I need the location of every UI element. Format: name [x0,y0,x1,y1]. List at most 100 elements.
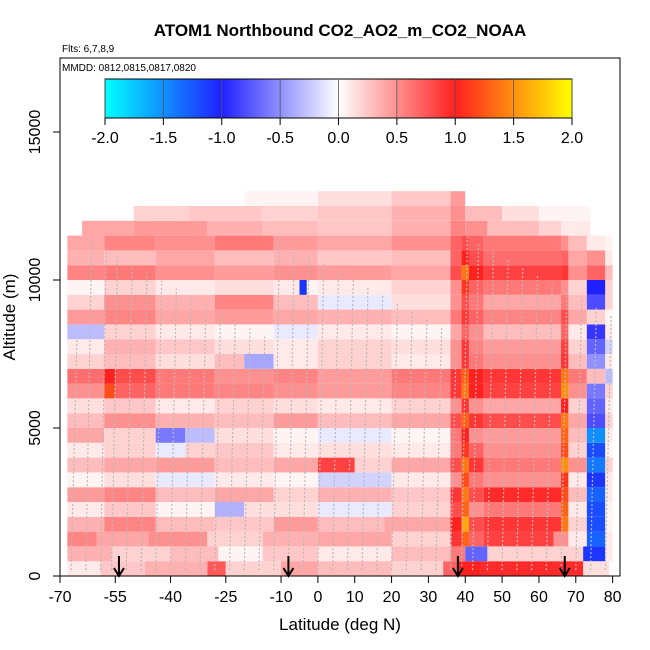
colorbar-tick-label: 1.0 [444,130,466,147]
heat-cell [104,265,156,280]
heat-cell [104,309,156,325]
heat-cell [468,472,484,488]
heat-cell [391,561,444,576]
heat-cell [104,516,156,532]
heat-cell [561,442,569,458]
heat-cell [568,472,587,488]
heat-cell [605,442,613,458]
heat-cell [465,220,488,236]
heat-cell [273,280,300,295]
colorbar-tick-label: 0.0 [327,130,349,147]
heat-cell [273,235,318,251]
heat-cell [561,250,569,266]
heat-cell [461,487,469,502]
heat-cell [317,531,392,547]
heat-cell [391,354,451,369]
heat-cell [450,502,462,517]
flight-track [472,243,480,571]
x-tick-label: 20 [383,589,401,606]
heat-cell [214,339,274,354]
heat-cell [391,457,451,473]
heat-cell [605,324,613,340]
heat-cell [586,516,606,532]
x-tick-label: 10 [346,589,364,606]
heat-cell [115,368,156,384]
heat-cell [155,265,215,280]
heat-cell [354,457,392,473]
heat-cell [317,206,392,221]
heat-cell [605,309,613,325]
heat-cell [317,516,385,532]
heat-cell [450,250,462,266]
flight-track [361,285,369,571]
heat-cell [67,235,105,251]
heat-cell [133,220,208,236]
flight-track [184,296,192,571]
heat-cell [586,265,606,280]
heat-cell [317,220,392,236]
heat-cell [67,413,105,428]
heat-cell [450,265,462,280]
heat-cell [214,368,274,384]
heat-cell [468,280,484,295]
heat-cell [461,516,469,532]
heat-cell [273,294,318,310]
heat-cell [391,487,451,502]
heat-cell [391,250,451,266]
colorbar-tick-label: -2.0 [91,130,119,147]
heat-cell [450,487,462,502]
y-axis-label: Altitude (m) [0,274,19,361]
heat-cell [483,354,562,369]
flight-track [155,280,163,571]
flight-track [99,248,107,571]
heat-cell [67,280,105,295]
flight-track [228,320,236,571]
heat-cell [155,383,215,399]
heat-cell [461,428,469,443]
heat-cell [586,250,606,266]
heat-cell [214,457,274,473]
heat-cell [605,265,613,280]
heat-cell [155,235,215,251]
heat-cell [586,235,606,251]
heat-cell [561,324,569,340]
heat-cell [67,324,105,340]
heat-cell [67,398,105,414]
heat-cell [391,442,451,458]
heat-cell [561,502,569,517]
heat-cell [306,280,318,295]
heat-cell [605,502,613,517]
heat-cell [104,428,156,443]
heat-cell [450,191,466,206]
heat-cell [104,235,156,251]
heat-cell [605,339,613,354]
colorbar-tick-label: -0.5 [266,130,294,147]
colorbar: -2.0 -1.5 -1.0 -0.5 0.0 0.5 1.0 1.5 2.0 [91,78,583,147]
flight-track [140,272,148,571]
heat-cell [214,383,274,399]
heat-cell [214,472,274,488]
heat-cell [391,383,451,399]
heat-cell [483,339,562,354]
heat-cell [155,487,215,502]
heat-cell [273,265,318,280]
heat-cell [299,280,307,295]
heat-cell [605,546,613,562]
heat-cell [104,324,156,340]
heat-cell [104,487,156,502]
heat-cell [317,457,355,473]
heat-cell [273,487,318,502]
heat-cell [273,457,318,473]
x-tick-label: 80 [604,589,622,606]
heat-cell [155,502,215,517]
heat-cell [483,309,562,325]
heat-cell [104,339,156,354]
heat-cell [155,442,186,458]
heat-cell [155,472,215,488]
heat-cell [461,280,469,295]
heat-cell [586,354,606,369]
heat-cell [586,502,606,517]
flight-track [435,325,443,571]
x-axis-label: Latitude (deg N) [279,615,401,634]
